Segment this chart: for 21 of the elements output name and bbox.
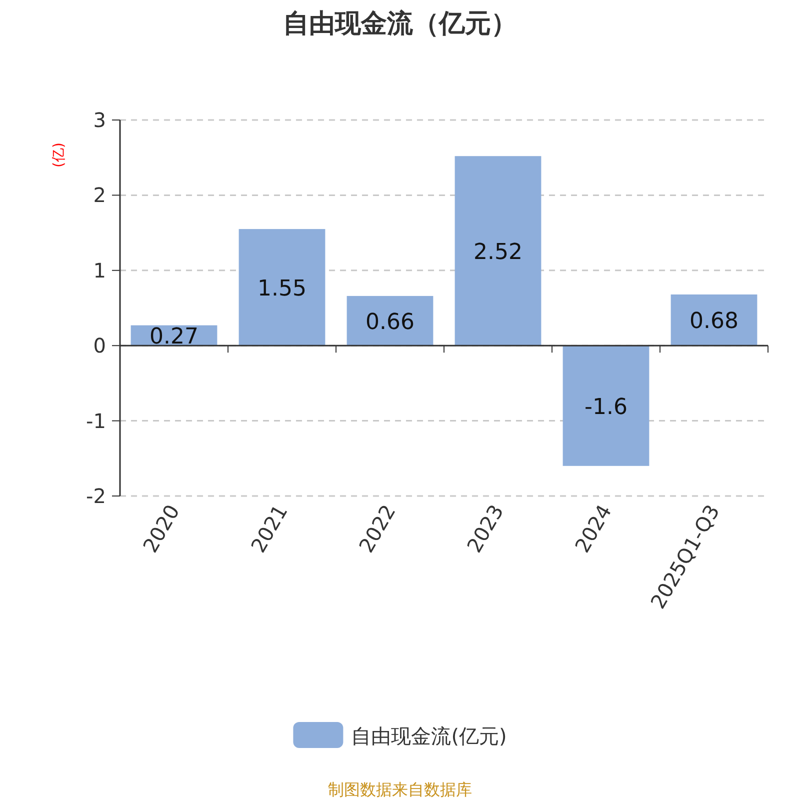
- bar: [238, 229, 326, 346]
- text: 制图数据来自数据库: [328, 780, 472, 799]
- data-label: 1.55: [258, 276, 306, 302]
- data-label: 0.68: [690, 309, 738, 334]
- chart-title: 自由现金流（亿元）: [283, 9, 517, 39]
- bar: [670, 294, 758, 346]
- legend-label: 自由现金流(亿元): [351, 724, 507, 748]
- y-tick-label: -2: [86, 484, 106, 508]
- y-tick-label: 2: [93, 183, 106, 208]
- data-label: -1.6: [584, 394, 628, 420]
- data-label: 0.66: [366, 310, 414, 335]
- y-tick-label: -1: [86, 408, 106, 433]
- data-label: 0.27: [150, 324, 198, 350]
- data-label: 2.52: [474, 240, 522, 265]
- y-axis-title: (亿): [51, 142, 67, 168]
- bar: [454, 156, 542, 346]
- y-tick-label: 3: [93, 108, 106, 132]
- y-tick-label: 1: [93, 258, 106, 282]
- bar: [562, 346, 650, 466]
- y-tick-label: 0: [93, 334, 106, 358]
- bar: [346, 296, 434, 346]
